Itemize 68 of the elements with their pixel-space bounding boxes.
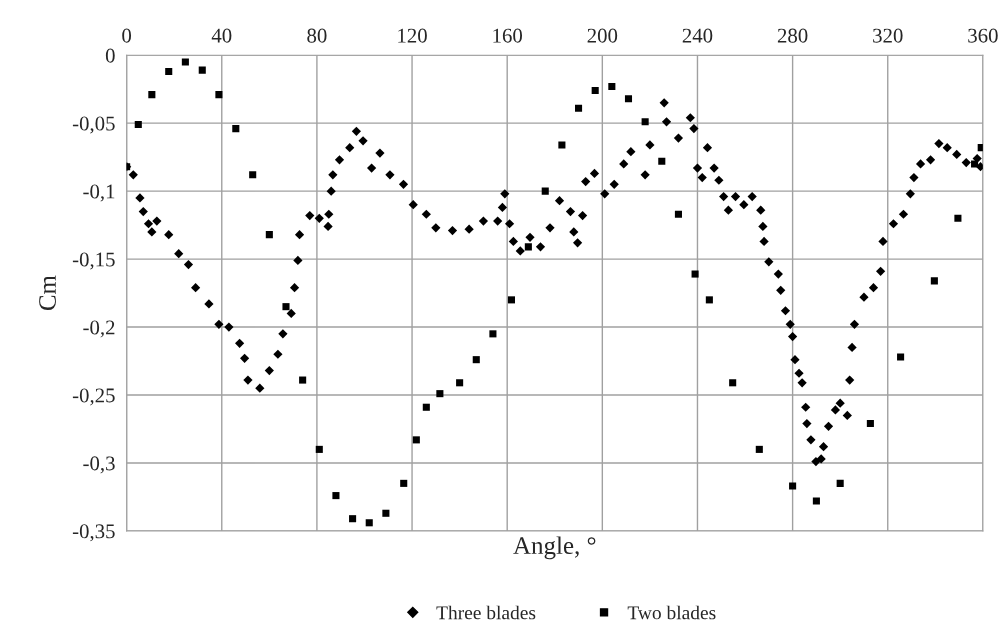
x-tick-label: 80 xyxy=(307,28,327,43)
x-tick-label: 240 xyxy=(682,28,713,43)
point xyxy=(456,379,464,387)
point xyxy=(524,243,532,251)
point xyxy=(412,436,420,444)
point xyxy=(315,445,323,453)
x-tick-label: 120 xyxy=(398,28,427,43)
point xyxy=(866,420,874,428)
point xyxy=(198,66,206,74)
y-tick-label: -0,15 xyxy=(72,252,115,270)
y-tick-label: 0 xyxy=(105,48,115,63)
legend-label: Three blades xyxy=(436,605,536,620)
point xyxy=(729,379,737,387)
point xyxy=(382,509,390,517)
point xyxy=(349,515,357,523)
x-tick-label: 200 xyxy=(587,28,618,43)
point xyxy=(282,303,290,311)
x-tick-label: 40 xyxy=(211,28,232,43)
legend-label: Two blades xyxy=(627,605,716,620)
point xyxy=(332,492,340,500)
point xyxy=(489,330,497,338)
point xyxy=(165,67,173,76)
y-tick-label: -0,3 xyxy=(83,456,115,474)
x-tick-label: 320 xyxy=(873,28,903,43)
point xyxy=(134,120,142,129)
point xyxy=(591,87,599,95)
point xyxy=(836,479,844,487)
point xyxy=(608,82,616,91)
point xyxy=(400,479,408,487)
point xyxy=(541,187,549,195)
point xyxy=(299,376,307,384)
x-tick-label: 280 xyxy=(777,28,808,43)
point xyxy=(575,104,583,112)
point xyxy=(265,231,273,239)
y-axis-title: Cm xyxy=(39,275,56,311)
point xyxy=(705,296,713,304)
x-tick-label: 0 xyxy=(122,28,132,43)
y-tick-label: -0,1 xyxy=(83,184,115,202)
point xyxy=(658,157,666,165)
point xyxy=(472,356,480,364)
point xyxy=(181,58,189,66)
point xyxy=(232,125,240,133)
point xyxy=(691,270,699,278)
y-tick-label: -0,35 xyxy=(72,524,115,542)
y-tick-label: -0,05 xyxy=(72,116,115,134)
point xyxy=(897,353,905,361)
point xyxy=(365,519,373,527)
point xyxy=(507,296,516,304)
point xyxy=(755,445,763,453)
point xyxy=(148,91,156,99)
point xyxy=(422,403,430,411)
x-tick-label: 360 xyxy=(968,28,998,43)
point xyxy=(436,390,444,398)
point xyxy=(249,171,257,179)
x-tick-label: 160 xyxy=(493,28,523,43)
point xyxy=(971,160,979,168)
point xyxy=(789,482,797,490)
point xyxy=(215,91,223,99)
point xyxy=(558,141,566,149)
x-axis-title: Angle, ° xyxy=(513,536,596,560)
point xyxy=(930,277,938,285)
point xyxy=(641,118,649,126)
point xyxy=(674,210,682,218)
point xyxy=(954,214,962,222)
y-tick-label: -0,2 xyxy=(83,320,115,338)
y-tick-label: -0,25 xyxy=(72,388,115,406)
point xyxy=(812,497,820,505)
point xyxy=(624,95,633,103)
